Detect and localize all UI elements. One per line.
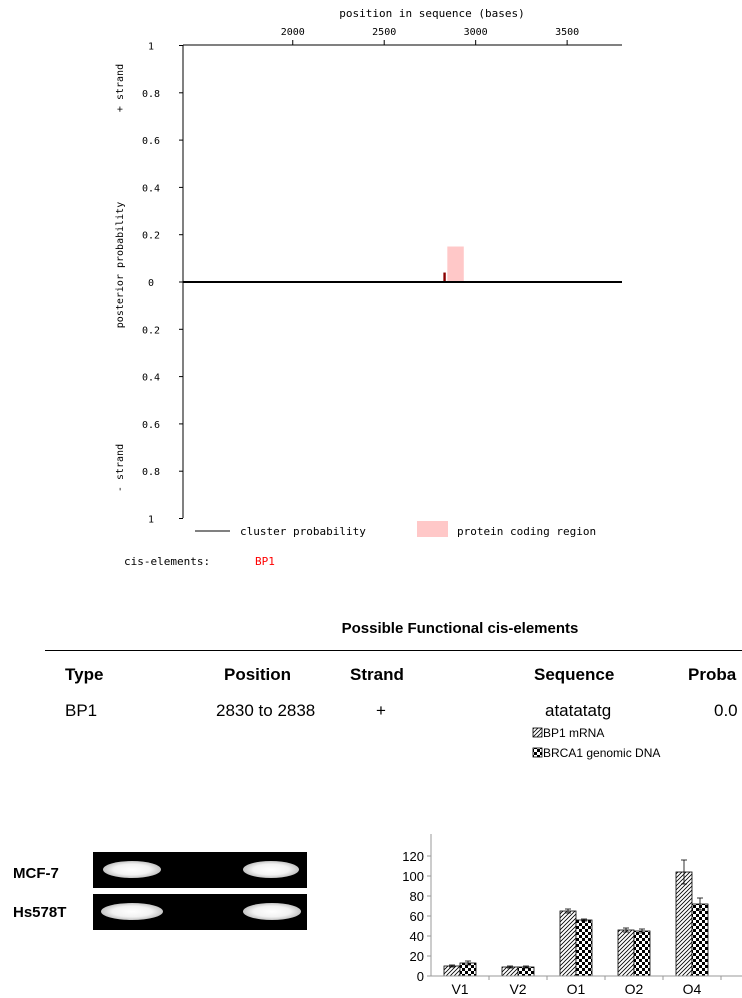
bar-x-tick-label: O2	[625, 981, 644, 997]
bar-x-tick-label: V2	[509, 981, 526, 997]
bar-y-tick-label: 100	[402, 869, 424, 884]
table-cell-position: 2830 to 2838	[216, 701, 316, 720]
gel-band	[103, 861, 161, 878]
bar-x-tick-label: O1	[567, 981, 586, 997]
table-cell-strand: +	[376, 701, 386, 720]
y-tick-label: 0.4	[142, 373, 160, 384]
bp1-mrna-bar	[675, 871, 693, 977]
y-tick-label: 0.8	[142, 89, 160, 100]
gel-lane-mcf7	[93, 852, 307, 888]
x-axis-label: position in sequence (bases)	[339, 7, 524, 20]
cluster-probability-bar	[443, 272, 446, 282]
bar-y-axis: 0 20 40 60 80 100 120	[402, 834, 432, 984]
minus-strand-label: - strand	[115, 444, 126, 492]
table-header-strand: Strand	[350, 665, 404, 684]
table-top-rule	[45, 650, 742, 651]
gel-band	[243, 903, 301, 920]
bar-y-tick-label: 20	[410, 949, 424, 964]
table-header-position: Position	[224, 665, 292, 684]
x-tick-label: 2000	[281, 27, 305, 38]
y-axis-label: posterior probability	[115, 202, 126, 328]
gel-band	[243, 861, 299, 878]
table-cell-type: BP1	[65, 701, 98, 720]
bp1-brca1-bar-chart: BP1 mRNA BRCA1 genomic DNA 0 20 40 60 80 100 1…	[402, 726, 742, 997]
legend-swatch-brca1	[532, 747, 543, 758]
legend-coding-swatch	[417, 521, 448, 537]
gel-label-hs578t: Hs578T	[13, 904, 67, 921]
bar-marks	[443, 859, 709, 977]
bp1-mrna-bar	[617, 929, 635, 977]
brca1-genomic-dna-bar	[575, 919, 593, 977]
x-tick-label: 3500	[555, 27, 579, 38]
plot-svg: position in sequence (bases) 2000 2500 300…	[115, 7, 622, 568]
x-tick-label: 3000	[464, 27, 488, 38]
brca1-genomic-dna-bar	[633, 930, 651, 977]
legend-bp1-label: BP1 mRNA	[543, 726, 604, 740]
y-tick-label: 1	[148, 515, 154, 526]
x-tick-label: 2500	[372, 27, 396, 38]
bar-y-tick-label: 0	[417, 969, 424, 984]
gel-band	[101, 903, 163, 920]
figure-bottom-panels: MCF-7 Hs578T BP1 mRNA BRCA1 genomic DNA	[0, 722, 742, 998]
y-tick-label: 1	[148, 42, 154, 53]
bar-x-tick-label: O4	[683, 981, 702, 997]
cis-elements-value: BP1	[255, 555, 275, 568]
gel-lane-hs578t	[93, 894, 307, 930]
gel-label-mcf7: MCF-7	[13, 865, 59, 882]
plot-marks	[443, 246, 464, 282]
bar-y-tick-label: 60	[410, 909, 424, 924]
y-tick-group: 1 0.8 0.6 0.4 0.2 0 0.2 0.4 0.6 0.8 1	[142, 42, 183, 526]
bar-y-tick-label: 120	[402, 849, 424, 864]
y-tick-label: 0	[148, 278, 154, 289]
bp1-mrna-bar	[443, 965, 461, 977]
table-header-probability: Proba	[688, 665, 737, 684]
table-title: Possible Functional cis-elements	[341, 620, 579, 637]
brca1-genomic-dna-bar	[691, 903, 709, 977]
legend-swatch-bp1	[532, 727, 543, 738]
x-tick-group: 2000 2500 3000 3500	[281, 27, 579, 45]
coding-region-bar	[447, 246, 464, 282]
bar-y-tick-label: 40	[410, 929, 424, 944]
plus-strand-label: + strand	[115, 64, 126, 112]
legend-brca1-label: BRCA1 genomic DNA	[543, 746, 660, 760]
table-cell-probability: 0.0	[714, 701, 738, 720]
legend-cluster-label: cluster probability	[240, 525, 366, 538]
y-tick-label: 0.6	[142, 420, 160, 431]
legend-coding-label: protein coding region	[457, 525, 596, 538]
bp1-mrna-bar	[559, 910, 577, 977]
cis-elements-table: Possible Functional cis-elements Type Po…	[0, 612, 742, 722]
table-cell-sequence: atatatatg	[545, 701, 612, 720]
table-header-sequence: Sequence	[534, 665, 615, 684]
bar-legend: BP1 mRNA BRCA1 genomic DNA	[532, 726, 660, 760]
y-tick-label: 0.2	[142, 231, 160, 242]
bar-x-axis: V1 V2 O1 O2 O4	[431, 975, 742, 997]
bar-x-tick-label: V1	[451, 981, 468, 997]
cis-elements-label: cis-elements:	[124, 555, 210, 568]
y-tick-label: 0.6	[142, 136, 160, 147]
bar-y-tick-label: 80	[410, 889, 424, 904]
y-tick-label: 0.4	[142, 183, 160, 194]
cluster-probability-plot: position in sequence (bases) 2000 2500 300…	[115, 7, 622, 568]
y-tick-label: 0.2	[142, 325, 160, 336]
table-header-type: Type	[65, 665, 104, 684]
y-tick-label: 0.8	[142, 467, 160, 478]
